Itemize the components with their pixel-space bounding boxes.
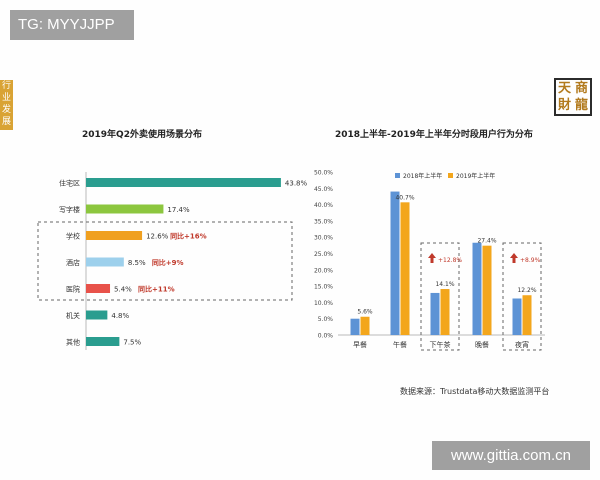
category-label: 学校: [66, 232, 80, 241]
bar: [400, 202, 410, 335]
value-label: 7.5%: [123, 339, 141, 347]
growth-annotation: +12.8%: [438, 257, 462, 264]
value-label: 5.4%: [114, 286, 132, 294]
bar: [522, 295, 532, 335]
bar: [86, 337, 120, 346]
category-label: 晚餐: [475, 340, 489, 349]
y-tick-label: 50.0%: [314, 170, 333, 177]
value-label: 40.7%: [395, 194, 414, 201]
bar: [440, 289, 450, 335]
legend-label: 2019年上半年: [456, 172, 495, 180]
logo-char: 財: [557, 98, 571, 113]
right-chart-title: 2018上半年-2019年上半年分时段用户行为分布: [335, 130, 533, 140]
data-source: 数据来源：Trustdata移动大数据监测平台: [400, 387, 550, 396]
value-label: 12.6%: [146, 233, 169, 241]
category-label: 其他: [66, 338, 80, 347]
growth-annotation: 同比+11%: [138, 285, 175, 294]
value-label: 5.6%: [357, 309, 373, 316]
left-chart-title: 2019年Q2外卖使用场景分布: [82, 130, 202, 140]
bar: [86, 310, 108, 320]
y-tick-label: 40.0%: [314, 202, 333, 209]
category-label: 写字楼: [59, 205, 80, 214]
bar: [86, 178, 281, 187]
y-tick-label: 0.0%: [318, 333, 334, 340]
value-label: 12.2%: [517, 287, 536, 294]
bar: [472, 242, 482, 335]
bar: [430, 292, 440, 335]
y-tick-label: 25.0%: [314, 251, 333, 258]
bar: [86, 204, 164, 214]
up-arrow-icon: [510, 253, 518, 263]
legend-swatch: [395, 173, 400, 178]
y-tick-label: 45.0%: [314, 186, 333, 193]
category-label: 下午茶: [430, 340, 451, 349]
category-label: 早餐: [353, 340, 367, 349]
category-label: 午餐: [393, 340, 407, 349]
category-label: 酒店: [66, 258, 80, 267]
growth-annotation: +8.9%: [520, 257, 541, 264]
bar: [350, 318, 360, 335]
value-label: 4.8%: [111, 312, 129, 320]
bottom-watermark: www.gittia.com.cn: [432, 441, 590, 470]
bar: [86, 231, 143, 240]
bar: [512, 298, 522, 335]
y-tick-label: 10.0%: [314, 300, 333, 307]
highlight-box: [502, 242, 542, 351]
bar: [390, 191, 400, 335]
category-label: 医院: [66, 285, 80, 294]
value-label: 14.1%: [435, 281, 454, 288]
y-tick-label: 30.0%: [314, 235, 333, 242]
logo-char: 龍: [574, 98, 588, 113]
top-watermark: TG: MYYJJPP: [10, 10, 134, 40]
highlight-box: [37, 221, 293, 301]
logo-char: 商: [574, 81, 588, 96]
value-label: 8.5%: [128, 259, 146, 267]
bar: [86, 284, 111, 293]
growth-annotation: 同比+16%: [170, 232, 207, 241]
logo-icon: 天 商 財 龍: [554, 78, 592, 116]
y-tick-label: 35.0%: [314, 218, 333, 225]
bar: [482, 245, 492, 335]
value-label: 43.8%: [285, 180, 308, 188]
y-tick-label: 5.0%: [318, 316, 334, 323]
up-arrow-icon: [428, 253, 436, 263]
side-tab-label: 行业发展: [0, 80, 13, 130]
y-tick-label: 15.0%: [314, 284, 333, 291]
legend-label: 2018年上半年: [403, 172, 442, 180]
bar: [86, 257, 124, 267]
category-label: 机关: [66, 311, 80, 320]
growth-annotation: 同比+9%: [152, 258, 184, 267]
highlight-box: [420, 242, 460, 351]
y-tick-label: 20.0%: [314, 267, 333, 274]
legend-swatch: [448, 173, 453, 178]
value-label: 27.4%: [477, 238, 496, 245]
logo-char: 天: [557, 81, 571, 96]
category-label: 夜宵: [515, 340, 529, 349]
category-label: 住宅区: [59, 179, 80, 188]
bar: [360, 316, 370, 335]
value-label: 17.4%: [167, 206, 190, 214]
